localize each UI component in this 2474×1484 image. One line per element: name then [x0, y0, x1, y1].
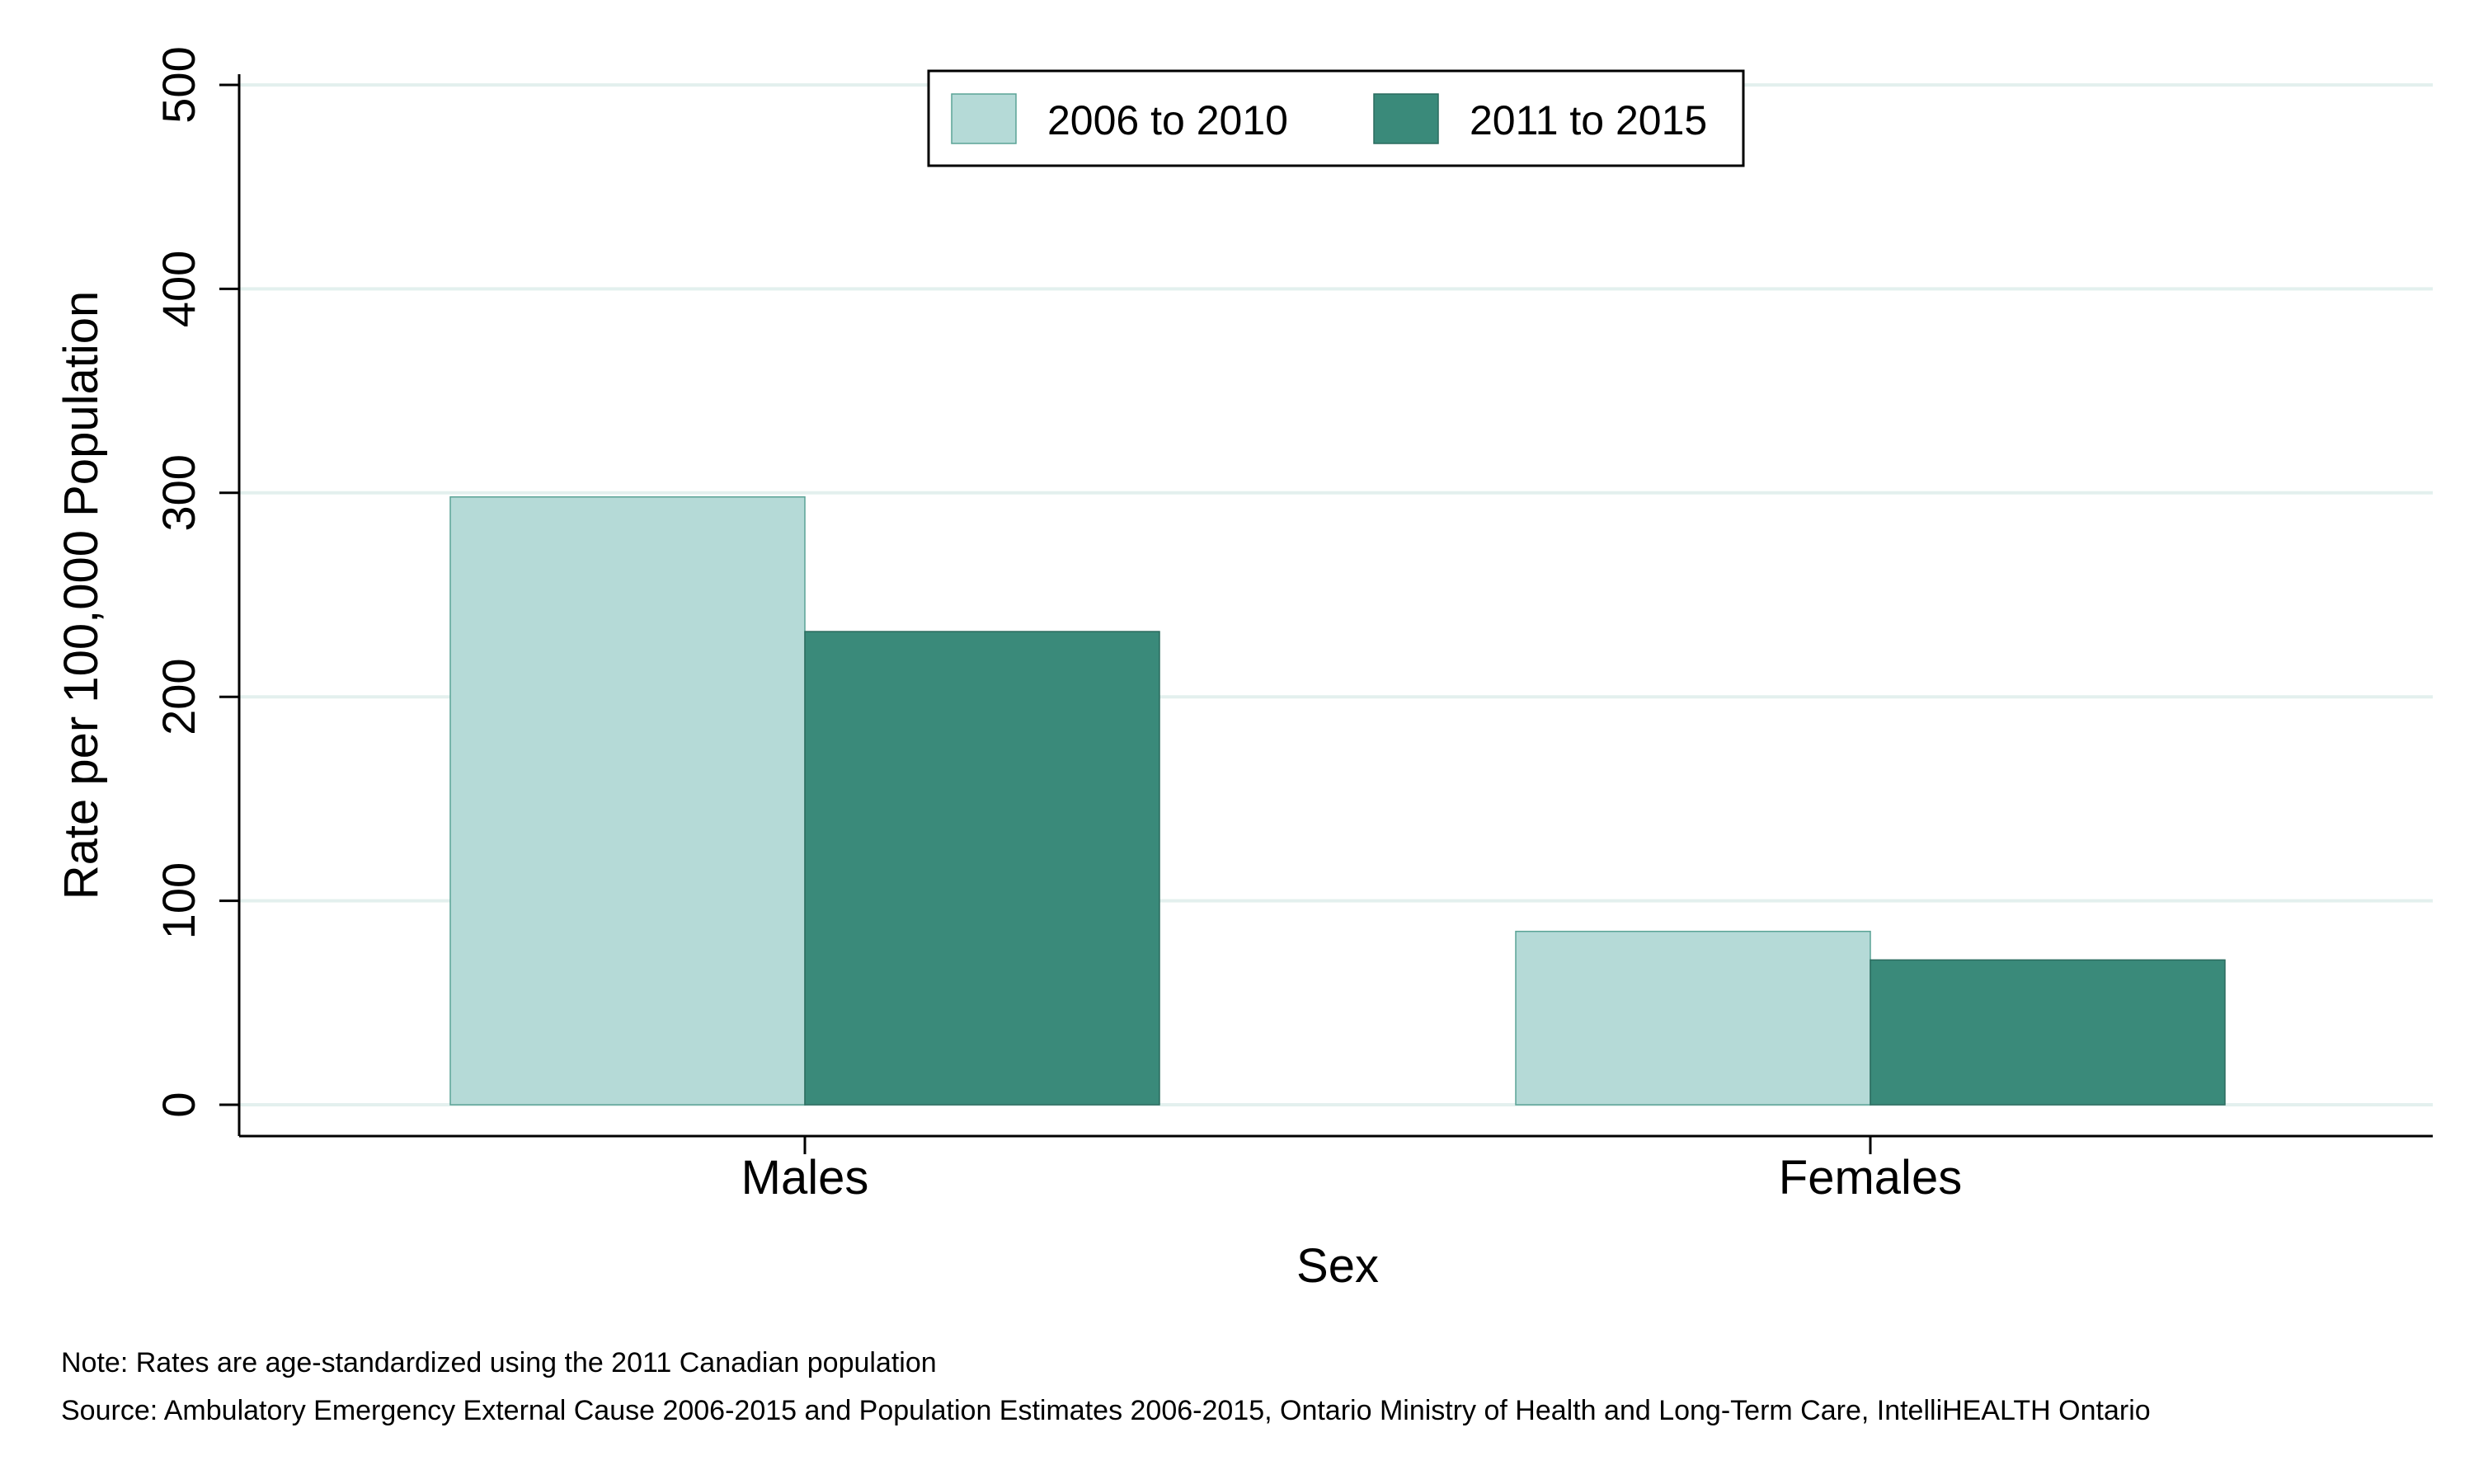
y-tick-label: 400: [153, 251, 205, 327]
bar-males-series-1: [449, 495, 806, 1106]
x-category-label: Males: [741, 1151, 869, 1205]
y-tick-label: 100: [153, 862, 205, 939]
bar-females-series-2: [1870, 959, 2226, 1106]
legend: 2006 to 2010 2011 to 2015: [927, 69, 1745, 167]
x-category-labels: Males Females: [741, 1151, 1963, 1205]
y-tick-label: 500: [153, 46, 205, 123]
legend-label-series-1: 2006 to 2010: [1047, 97, 1288, 143]
chart-source: Source: Ambulatory Emergency External Ca…: [61, 1395, 2151, 1426]
bar-females-series-1: [1515, 930, 1871, 1106]
axes: [219, 74, 2433, 1154]
bars: [449, 495, 2226, 1106]
y-tick-label: 200: [153, 658, 205, 735]
legend-swatch-series-1: [951, 93, 1017, 144]
chart-note: Note: Rates are age-standardized using t…: [61, 1347, 937, 1378]
x-axis-title: Sex: [1296, 1239, 1379, 1293]
y-tick-labels: 0 100 200 300 400 500: [153, 46, 205, 1117]
legend-box: [927, 69, 1745, 167]
y-tick-label: 300: [153, 454, 205, 531]
x-category-label: Females: [1779, 1151, 1962, 1205]
legend-label-series-2: 2011 to 2015: [1470, 97, 1707, 143]
y-tick-label: 0: [153, 1092, 205, 1117]
bar-males-series-2: [804, 631, 1160, 1106]
y-axis-title: Rate per 100,000 Population: [54, 291, 108, 899]
legend-swatch-series-2: [1373, 93, 1439, 144]
